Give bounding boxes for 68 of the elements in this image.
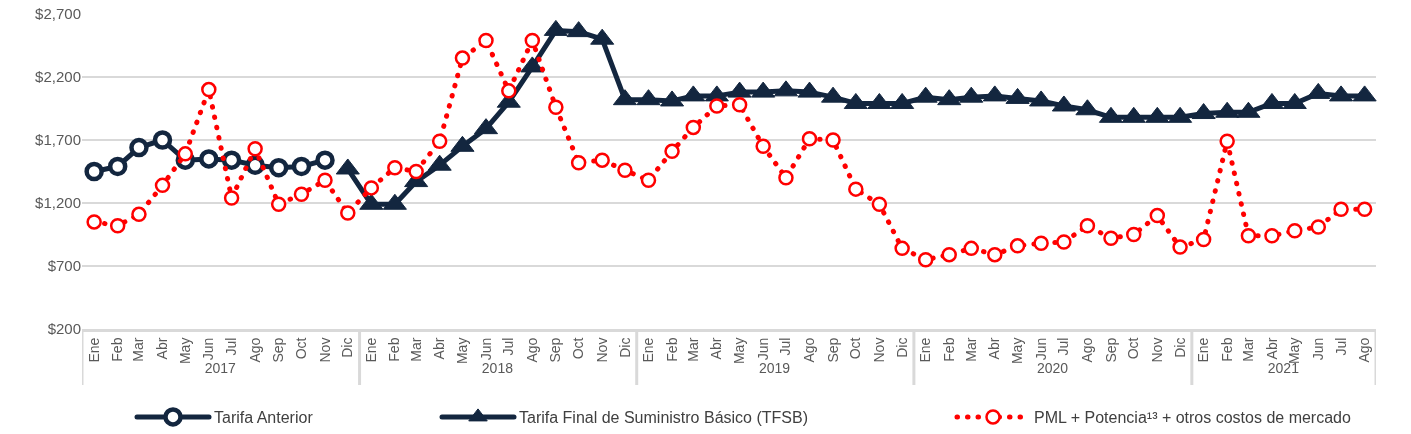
y-tick-label: $1,700: [35, 131, 81, 149]
x-tick-label: Abr: [154, 337, 171, 360]
y-tick-label: $1,200: [35, 194, 81, 212]
x2-tick-label: 2018: [481, 360, 514, 376]
x-tick-label: Jul: [500, 337, 517, 356]
x-tick-label: Mar: [1239, 337, 1256, 362]
x-tick-label: Oct: [570, 337, 587, 360]
x-tick-label: Abr: [986, 337, 1003, 360]
x-tick-label: Jun: [754, 337, 771, 361]
x-tick-label: Mar: [130, 337, 147, 362]
x-tick-label: May: [1009, 337, 1026, 365]
x-tick-label: Mar: [962, 337, 979, 362]
x2-tick-label: 2019: [758, 360, 791, 376]
legend-label: PML + Potencia¹³ + otros costos de mercado: [1034, 409, 1351, 427]
x-tick-label: Oct: [847, 337, 864, 360]
x-tick-label: Mar: [407, 337, 424, 362]
x-tick-label: Jun: [1309, 337, 1326, 361]
legend-label: Tarifa Final de Suministro Básico (TFSB): [519, 409, 808, 427]
x-tick-label: Nov: [870, 337, 887, 363]
x-tick-label: Abr: [1263, 337, 1280, 360]
x-tick-label: Ago: [1356, 337, 1373, 363]
x-tick-label: Sep: [270, 337, 287, 363]
x2-tick-label: 2020: [1036, 360, 1069, 376]
x-tick-label: Oct: [1125, 337, 1142, 360]
x-tick-label: Ago: [1078, 337, 1095, 363]
x-tick-label: May: [731, 337, 748, 365]
x-tick-label: Oct: [293, 337, 310, 360]
x-tick-label: Ene: [85, 337, 102, 363]
x-tick-label: Abr: [708, 337, 725, 360]
x-tick-label: Feb: [1218, 337, 1235, 362]
x-tick-label: Feb: [386, 337, 403, 362]
x-tick-label: Dic: [339, 337, 356, 358]
x-tick-label: Feb: [940, 337, 957, 362]
x-tick-label: Jul: [1332, 337, 1349, 356]
x-tick-label: Ago: [801, 337, 818, 363]
x-tick-label: Jun: [477, 337, 494, 361]
x-tick-label: Ene: [1195, 337, 1212, 363]
x-tick-label: Jul: [777, 337, 794, 356]
x-tick-label: Ene: [362, 337, 379, 363]
x-tick-label: Jun: [200, 337, 217, 361]
x-tick-label: Ago: [246, 337, 263, 363]
y-tick-label: $700: [47, 257, 81, 275]
x-tick-label: Dic: [616, 337, 633, 358]
x-tick-label: Jul: [1055, 337, 1072, 356]
x-tick-label: May: [454, 337, 470, 365]
x-tick-label: Jun: [1032, 337, 1049, 361]
x-tick-label: Ene: [640, 337, 657, 363]
x-tick-label: Jul: [223, 337, 240, 356]
x2-tick-label: 2017: [204, 360, 236, 376]
x-tick-label: Feb: [109, 337, 126, 362]
x-tick-label: Dic: [893, 337, 910, 358]
x-tick-label: Abr: [431, 337, 448, 360]
x-tick-label: Nov: [316, 337, 333, 363]
x-tick-label: Nov: [593, 337, 610, 363]
x-tick-label: Feb: [663, 337, 680, 362]
x-tick-label: Ago: [523, 337, 540, 363]
x-tick-label: Nov: [1148, 337, 1165, 363]
y-tick-label: $2,700: [35, 5, 81, 23]
y-tick-label: $200: [47, 320, 81, 338]
x-tick-label: Sep: [824, 337, 841, 363]
x-tick-label: Dic: [1171, 337, 1188, 358]
x-tick-label: Sep: [1102, 337, 1119, 363]
x-tick-label: Sep: [547, 337, 564, 363]
y-tick-label: $2,200: [35, 68, 81, 86]
x-tick-label: Ene: [917, 337, 934, 363]
x-tick-label: Mar: [684, 337, 701, 362]
legend-label: Tarifa Anterior: [214, 409, 314, 427]
x-tick-label: May: [176, 337, 193, 365]
